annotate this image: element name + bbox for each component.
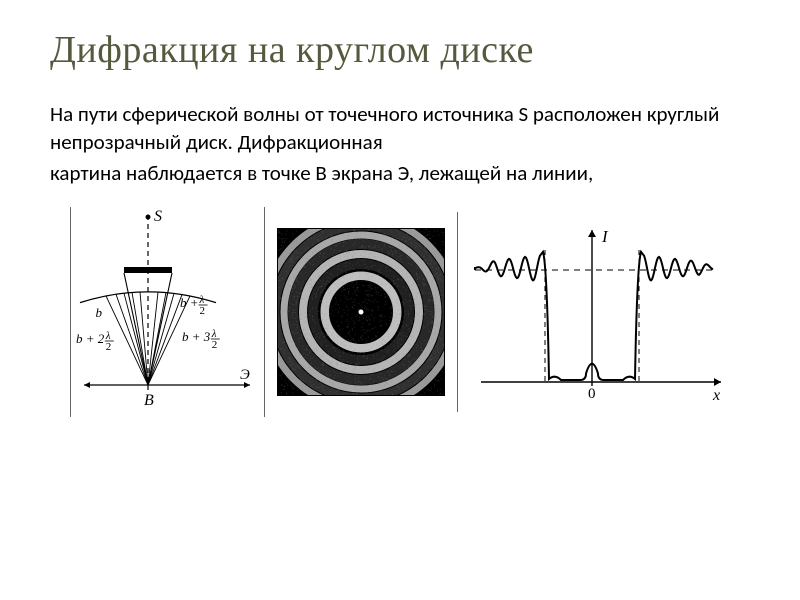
figure-geometry: SBЭbb + λ2b + 2 λ2b + 3 λ2 [70,207,265,417]
figures-row: SBЭbb + λ2b + 2 λ2b + 3 λ2 Ix0 [70,207,750,417]
svg-text:b: b [96,305,103,320]
slide: Дифракция на круглом диске На пути сфери… [0,0,800,437]
svg-text:b + 2: b + 2 [76,331,105,346]
svg-text:2: 2 [106,341,112,353]
svg-text:2: 2 [212,339,218,351]
svg-text:I: I [601,227,609,246]
svg-text:0: 0 [588,386,596,402]
page-title: Дифракция на круглом диске [50,28,750,72]
svg-text:b + 3: b + 3 [182,329,211,344]
svg-text:2: 2 [200,305,206,317]
svg-text:b +: b + [180,295,199,310]
figure-intensity-plot: Ix 0 [457,212,727,412]
body-text: На пути сферической волны от точечного и… [50,100,750,187]
svg-text:B: B [144,392,154,409]
paragraph-2: картина наблюдается в точке В экрана Э, … [50,159,750,187]
svg-text:S: S [154,208,162,225]
svg-text:Э: Э [240,367,250,383]
paragraph-1: На пути сферической волны от точечного и… [50,100,750,157]
svg-text:x: x [712,387,720,404]
figure-ring-pattern [277,228,445,396]
